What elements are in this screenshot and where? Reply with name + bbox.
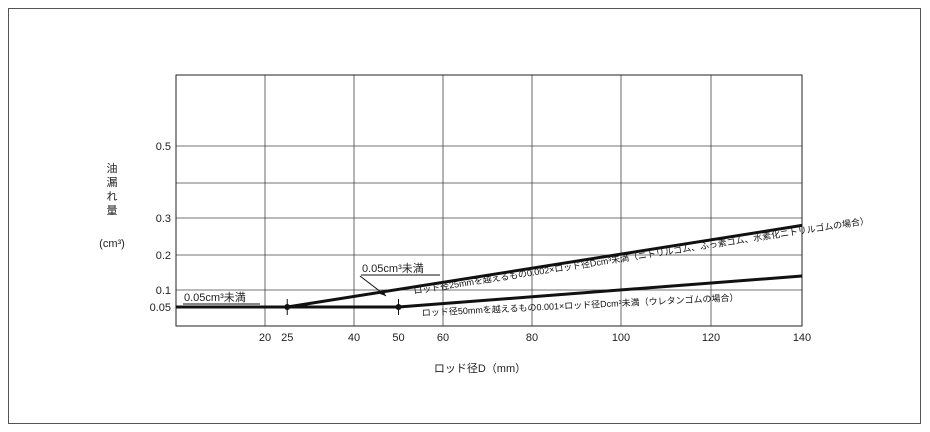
x-tick-labels: 20 25 40 50 60 80 100 120 140 (259, 332, 811, 344)
y-axis-unit: (cm³) (99, 238, 125, 250)
y-label-char-3: 量 (107, 204, 118, 217)
x-tick-20: 20 (259, 332, 271, 344)
y-tick-0_2: 0.2 (156, 250, 171, 262)
y-tick-0_5: 0.5 (156, 141, 171, 153)
plot-area-border (175, 74, 803, 327)
y-label-char-1: 漏 (107, 176, 118, 189)
x-tick-120: 120 (702, 332, 720, 344)
y-tick-0_1: 0.1 (156, 285, 171, 297)
series-line-1 (398, 274, 803, 309)
series-label-urethane: ロッド径50mmを越えるもの0.001×ロッド径Dcm³未満（ウレタンゴムの場合… (422, 292, 739, 318)
chart-series (176, 223, 803, 315)
annotation-upper-limit: 0.05cm³未満 (362, 262, 424, 275)
y-tick-labels: 0.05 0.1 0.2 0.3 0.5 (150, 141, 171, 314)
x-tick-140: 140 (793, 332, 811, 344)
annotation-leader-arrow (380, 290, 386, 296)
x-axis-label: ロッド径D（mm） (434, 362, 526, 375)
y-label-char-0: 油 (107, 161, 118, 175)
y-tick-0_05: 0.05 (150, 302, 171, 314)
y-label-char-2: れ (107, 190, 118, 203)
x-tick-40: 40 (348, 332, 360, 344)
annotation-flat-limit: 0.05cm³未満 (184, 291, 246, 304)
x-tick-100: 100 (612, 332, 630, 344)
chart-frame (8, 8, 921, 424)
x-tick-25: 25 (281, 332, 293, 344)
x-tick-60: 60 (437, 332, 449, 344)
x-tick-80: 80 (526, 332, 538, 344)
x-tick-50: 50 (392, 332, 404, 344)
series-line-0 (287, 223, 803, 309)
y-tick-0_3: 0.3 (156, 213, 171, 225)
marker-dot-50 (395, 304, 402, 310)
chart-grid (176, 75, 802, 326)
marker-dot-25 (284, 304, 291, 310)
